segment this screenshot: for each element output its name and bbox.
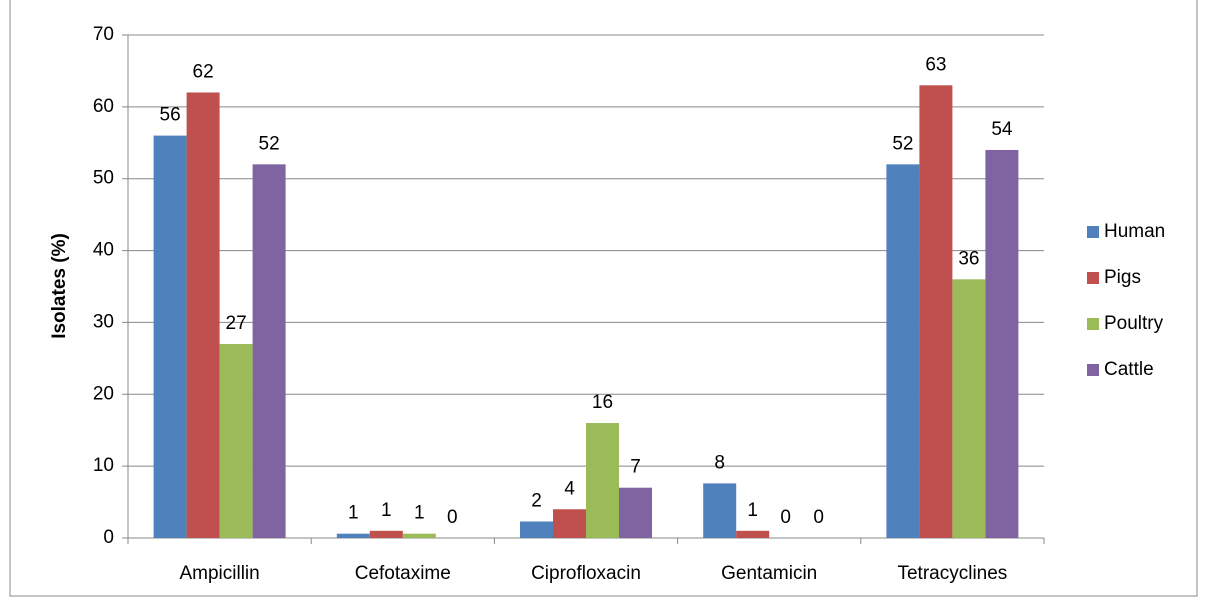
bar [219, 343, 253, 538]
data-label: 16 [592, 392, 613, 413]
y-tick-label: 40 [93, 240, 114, 261]
data-label: 1 [747, 500, 758, 521]
legend-label: Poultry [1104, 313, 1164, 334]
data-label: 8 [714, 452, 725, 473]
data-label: 63 [925, 54, 946, 75]
data-label: 2 [531, 490, 542, 511]
bar [402, 533, 436, 538]
bar [703, 483, 737, 538]
legend-swatch [1087, 364, 1099, 376]
legend-label: Cattle [1104, 359, 1154, 380]
x-tick-label: Ampicillin [179, 563, 259, 584]
bar [336, 533, 370, 538]
bar [520, 521, 553, 538]
y-tick-label: 0 [103, 527, 114, 548]
legend-label: Pigs [1104, 267, 1141, 288]
y-axis-title: Isolates (%) [49, 233, 70, 339]
bar [153, 135, 187, 538]
legend-label: Human [1104, 221, 1165, 242]
legend-swatch [1087, 272, 1099, 284]
legend-swatch [1087, 226, 1099, 238]
data-label: 7 [630, 457, 641, 478]
y-tick-label: 60 [93, 96, 114, 117]
x-tick-label: Cefotaxime [355, 563, 451, 584]
y-tick-label: 10 [93, 455, 114, 476]
data-label: 0 [447, 507, 458, 528]
data-label: 0 [813, 507, 824, 528]
data-label: 1 [414, 503, 425, 524]
x-tick-label: Gentamicin [721, 563, 817, 584]
bar [736, 530, 770, 538]
bar [186, 92, 220, 538]
y-tick-label: 50 [93, 168, 114, 189]
bar [553, 509, 586, 538]
bar [886, 164, 920, 539]
data-label: 54 [991, 119, 1013, 140]
bar [252, 164, 286, 539]
legend-swatch [1087, 318, 1099, 330]
data-label: 56 [160, 105, 181, 126]
y-tick-label: 20 [93, 383, 114, 404]
x-tick-label: Tetracyclines [897, 563, 1007, 584]
data-label: 52 [892, 133, 913, 154]
y-tick-label: 70 [93, 24, 114, 45]
bar [919, 85, 953, 539]
data-label: 1 [348, 503, 359, 524]
x-tick-label: Ciprofloxacin [531, 563, 641, 584]
bar [985, 149, 1019, 538]
data-label: 1 [381, 500, 392, 521]
data-label: 0 [780, 507, 791, 528]
data-label: 52 [259, 133, 280, 154]
bar [619, 487, 652, 538]
bar [586, 423, 619, 538]
data-label: 62 [193, 62, 214, 83]
bar [369, 530, 403, 538]
data-label: 36 [958, 248, 979, 269]
data-label: 27 [226, 313, 247, 334]
y-tick-label: 30 [93, 311, 114, 332]
data-label: 4 [564, 478, 575, 499]
bar [952, 279, 986, 538]
